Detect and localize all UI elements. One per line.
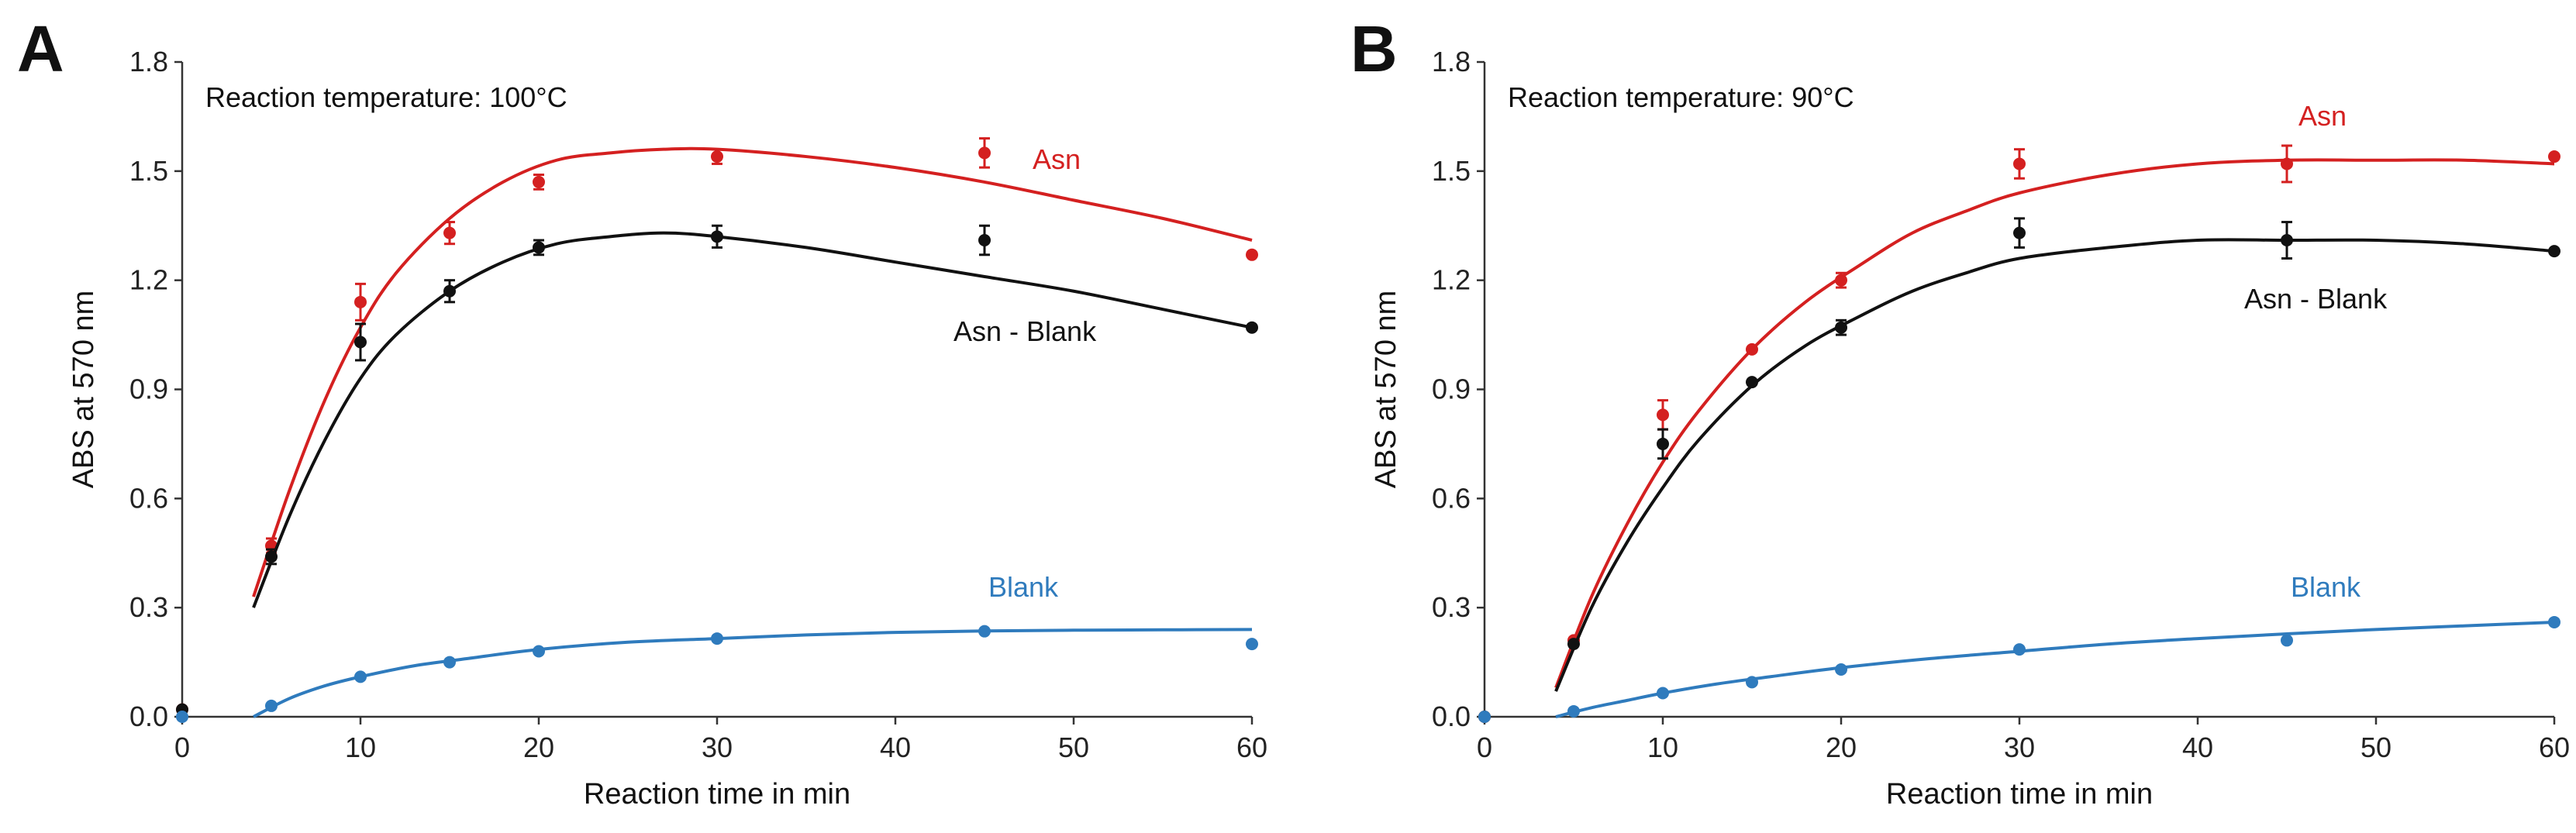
chart-panel-a: A 0.0 0.3 0.6 0.9 1.2 1.5 1.8 0 10 20 30 40 50 60 React…: [17, 12, 1267, 811]
panel-a-asn-blank-point: [354, 336, 367, 349]
panel-b-asn-point: [2548, 150, 2560, 164]
panel-b-blank-point: [2013, 643, 2026, 656]
panel-b-y-tick-label: 0.9: [1432, 373, 1471, 405]
panel-a-asn-blank-point: [978, 234, 991, 247]
panel-a-y-tick-label: 1.2: [129, 264, 168, 296]
panel-b-blank-point: [1746, 676, 1758, 689]
panel-b-x-tick-label: 60: [2539, 731, 2570, 763]
panel-b-asn-blank-point: [1835, 321, 1847, 334]
panel-b-y-tick-label: 1.2: [1432, 264, 1471, 296]
panel-b-asn-blank-point: [1746, 376, 1758, 389]
panel-a-x-tick-label: 50: [1058, 731, 1089, 763]
panel-b-blank-fit-line: [1555, 620, 2555, 718]
panel-a-y-tick-label: 1.8: [129, 46, 168, 77]
panel-b-asn-blank-point: [1657, 437, 1669, 450]
panel-a-asn-blank-point: [1246, 321, 1258, 334]
panel-a-x-tick-label: 60: [1236, 731, 1267, 763]
panel-a-temperature-annotation: Reaction temperature: 100°C: [205, 81, 567, 113]
panel-b-asn-fit-line: [1554, 158, 2555, 689]
panel-a-y-tick-label: 0.9: [129, 373, 168, 405]
panel-a-blank-point: [443, 656, 456, 669]
panel-a-y-tick-label: 0.6: [129, 482, 168, 514]
panel-a-y-tick-label: 0.3: [129, 591, 168, 623]
panel-b-y-tick-label: 0.6: [1432, 482, 1471, 514]
panel-b-blank-point: [1478, 711, 1491, 723]
panel-a-asn-blank-label: Asn - Blank: [953, 315, 1097, 347]
panel-b-x-tick-label: 40: [2182, 731, 2213, 763]
panel-a-x-tick-label: 10: [345, 731, 376, 763]
panel-b-asn-blank-point: [2548, 245, 2560, 258]
panel-a-blank-point: [533, 645, 545, 658]
panel-a-blank-point: [1246, 638, 1258, 651]
panel-b-y-axis-title: ABS at 570 nm: [1370, 291, 1402, 489]
panel-b-asn-point: [1835, 274, 1847, 287]
panel-b-x-tick-label: 50: [2360, 731, 2392, 763]
panel-b-asn-point: [1657, 408, 1669, 422]
panel-b-temperature-annotation: Reaction temperature: 90°C: [1508, 81, 1854, 113]
panel-a-asn-label: Asn: [1033, 143, 1081, 175]
panel-a-letter: A: [17, 12, 64, 85]
panel-a-x-tick-label: 0: [174, 731, 190, 763]
panel-a-x-axis-title: Reaction time in min: [584, 778, 850, 811]
panel-b-blank-point: [1835, 663, 1847, 676]
panel-b-x-tick-label: 10: [1647, 731, 1678, 763]
panel-b-asn-point: [2013, 157, 2026, 170]
panel-b-blank-point: [1657, 687, 1669, 700]
panel-a-blank-point: [978, 625, 991, 638]
panel-b-blank-label: Blank: [2291, 571, 2361, 603]
panel-a-asn-blank-point: [711, 230, 723, 243]
panel-a-y-tick-label: 1.5: [129, 155, 168, 187]
panel-a-asn-point: [1246, 248, 1258, 261]
panel-a-asn-point: [711, 150, 723, 164]
panel-a-asn-blank-point: [533, 241, 545, 254]
panel-b-x-tick-label: 0: [1477, 731, 1492, 763]
panel-b-y-tick-label: 0.3: [1432, 591, 1471, 623]
panel-a-asn-blank-fit-line: [252, 231, 1253, 608]
panel-a-asn-point: [443, 226, 456, 239]
panel-b-x-axis-title: Reaction time in min: [1886, 778, 2153, 811]
panel-b-y-tick-label: 0.0: [1432, 700, 1471, 732]
panel-a-x-tick-label: 30: [702, 731, 733, 763]
panel-b-blank-point: [2548, 615, 2560, 628]
panel-b-asn-blank-fit-line: [1554, 238, 2555, 692]
panel-a-y-tick-label: 0.0: [129, 700, 168, 732]
panel-b-asn-blank-label: Asn - Blank: [2244, 283, 2388, 315]
panel-a-x-tick-label: 20: [523, 731, 554, 763]
panel-a-asn-blank-point: [265, 550, 278, 563]
panel-b-y-tick-label: 1.5: [1432, 155, 1471, 187]
panel-a-asn-point: [533, 175, 545, 188]
panel-a-asn-blank-point: [443, 284, 456, 298]
panel-b-x-tick-label: 30: [2004, 731, 2035, 763]
panel-b-x-tick-label: 20: [1826, 731, 1857, 763]
panel-a-asn-fit-line: [252, 146, 1253, 597]
panel-b-asn-blank-point: [1567, 638, 1580, 651]
panel-a-asn-point: [978, 146, 991, 160]
panel-a-x-tick-label: 40: [880, 731, 911, 763]
panel-b-asn-blank-point: [2013, 226, 2026, 239]
panel-a-blank-point: [354, 670, 367, 683]
panel-b-letter: B: [1350, 12, 1398, 85]
panel-a-asn-point: [354, 295, 367, 308]
panel-a-blank-point: [265, 699, 278, 712]
panel-b-blank-point: [2281, 634, 2293, 647]
panel-b-asn-blank-point: [2281, 234, 2293, 247]
panel-a-blank-label: Blank: [988, 571, 1059, 603]
panel-b-asn-label: Asn: [2298, 100, 2347, 132]
panel-a-blank-point: [176, 711, 188, 723]
chart-panel-b: B 0.0 0.3 0.6 0.9 1.2 1.5 1.8 0 10 20 30 40 50 60 React…: [1350, 12, 2570, 811]
panel-a-blank-point: [711, 632, 723, 645]
panel-b-y-tick-label: 1.8: [1432, 46, 1471, 77]
panel-a-blank-fit-line: [253, 628, 1253, 718]
panel-b-blank-point: [1567, 704, 1580, 718]
panel-b-asn-point: [1746, 342, 1758, 356]
panel-b-asn-point: [2281, 157, 2293, 170]
panel-a-y-axis-title: ABS at 570 nm: [67, 291, 100, 489]
